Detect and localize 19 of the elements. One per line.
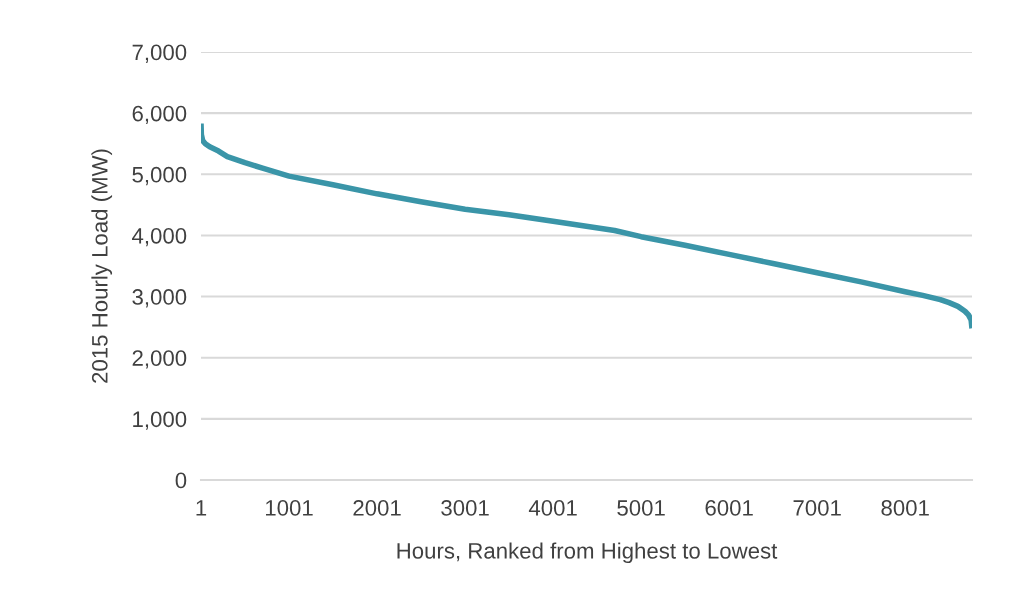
y-tick-label: 3,000 — [132, 289, 187, 308]
y-tick-label: 0 — [175, 472, 187, 489]
x-tick-label: 5001 — [617, 500, 665, 516]
x-tick-label: 4001 — [528, 500, 577, 516]
x-axis-title: Hours, Ranked from Highest to Lowest — [397, 542, 778, 564]
x-tick-label: 8001 — [881, 500, 929, 516]
y-tick-label: 5,000 — [132, 166, 187, 186]
x-tick-label: 1 — [196, 500, 207, 516]
y-tick-label: 2,000 — [132, 350, 187, 369]
y-tick-label: 1,000 — [133, 411, 187, 430]
x-tick-label: 3001 — [441, 500, 489, 516]
y-tick-label: 7,000 — [132, 44, 187, 63]
y-axis-title: 2015 Hourly Load (MW) — [91, 149, 113, 383]
x-tick-label: 7001 — [793, 500, 841, 516]
y-tick-label: 6,000 — [132, 105, 187, 125]
y-tick-label: 4,000 — [132, 227, 187, 247]
x-tick-label: 2001 — [353, 500, 401, 516]
x-tick-label: 1001 — [266, 500, 313, 516]
x-tick-label: 6001 — [705, 500, 753, 516]
